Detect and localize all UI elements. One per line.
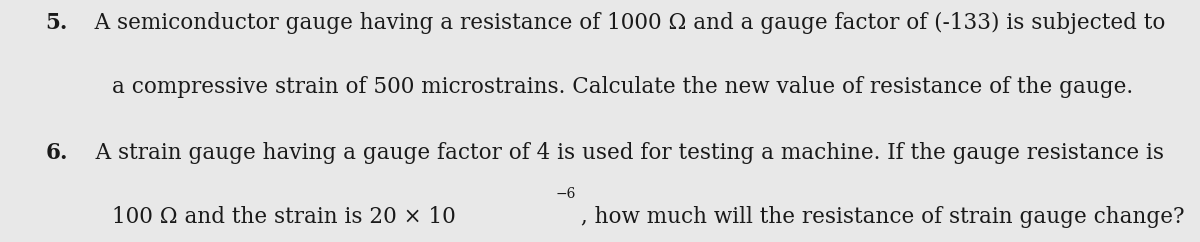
- Text: 6.: 6.: [46, 142, 68, 164]
- Text: 100 Ω and the strain is 20 × 10: 100 Ω and the strain is 20 × 10: [112, 206, 455, 228]
- Text: A strain gauge having a gauge factor of 4 is used for testing a machine. If the : A strain gauge having a gauge factor of …: [74, 142, 1164, 164]
- Text: a compressive strain of 500 microstrains. Calculate the new value of resistance : a compressive strain of 500 microstrains…: [112, 76, 1133, 98]
- Text: −6: −6: [556, 188, 576, 201]
- Text: A semiconductor gauge having a resistance of 1000 Ω and a gauge factor of (-133): A semiconductor gauge having a resistanc…: [74, 12, 1166, 34]
- Text: , how much will the resistance of strain gauge change?: , how much will the resistance of strain…: [582, 206, 1184, 228]
- Text: 5.: 5.: [46, 12, 68, 34]
